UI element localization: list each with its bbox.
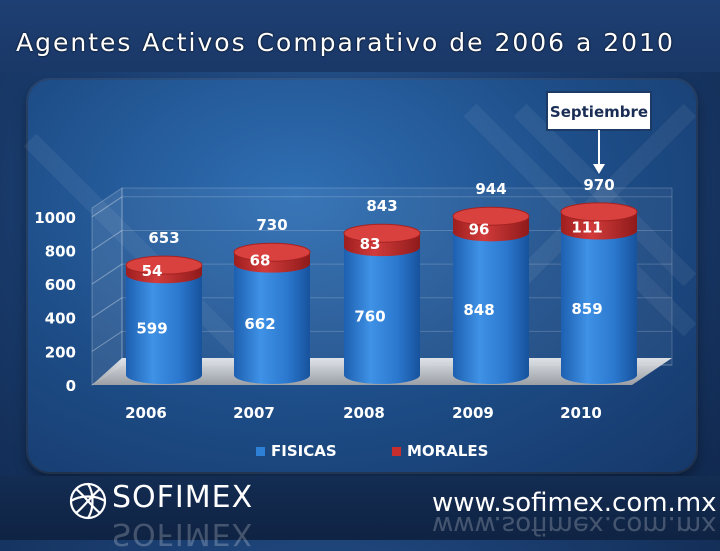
annotation-label: Septiembre [550,103,648,121]
bar-fisicas-2006 [126,274,202,384]
data-label-total-2008: 843 [366,197,397,215]
bar-top-cap-2010 [560,202,638,222]
data-label-fisicas-2006: 599 [136,320,167,338]
x-tick-label-2010: 2010 [560,404,602,422]
legend-item-fisicas: FISICAS [256,442,337,460]
legend-swatch-fisicas [256,446,265,456]
bar-top-cap-2007 [233,242,311,262]
x-tick-label-2009: 2009 [452,404,494,422]
y-tick-label: 600 [45,276,76,294]
bar-top-cap-2008 [343,223,421,243]
footer-bar [0,476,720,540]
bar-fisicas-2010 [561,230,637,384]
x-tick-label-2006: 2006 [125,404,167,422]
gridline-side [91,230,123,251]
chart-side-wall [91,187,123,386]
y-tick-label: 200 [45,343,76,361]
data-label-morales-2007: 68 [250,252,271,270]
bar-fisicas-2008 [344,247,420,384]
data-label-morales-2008: 83 [360,235,381,253]
brand-name-reflection: SOFIMEX [112,516,254,551]
gridline-side [91,196,123,218]
data-label-fisicas-2010: 859 [571,300,602,318]
legend-item-morales: MORALES [392,442,488,460]
title-bar: Agentes Activos Comparativo de 2006 a 20… [0,0,720,72]
data-label-fisicas-2008: 760 [354,307,385,325]
website-url-reflection: www.sofimex.com.mx [432,510,717,540]
gridline-side [91,297,123,319]
legend-label-fisicas: FISICAS [271,442,337,460]
y-tick-label: 0 [66,377,76,395]
data-label-total-2006: 653 [148,229,179,247]
gridline-side [91,263,123,285]
data-label-morales-2006: 54 [142,262,163,280]
website-url: www.sofimex.com.mx [432,488,717,518]
y-tick-label: 400 [45,310,76,328]
annotation-box [546,91,652,131]
data-label-total-2009: 944 [475,180,506,198]
data-label-morales-2009: 96 [469,220,490,238]
slide-title: Agentes Activos Comparativo de 2006 a 20… [16,28,675,57]
chart-legend: FISICAS MORALES [0,442,720,466]
data-label-morales-2010: 111 [571,219,602,237]
bar-top-cap-2009 [452,206,530,226]
bar-fisicas-2009 [453,232,529,384]
bar-fisicas-2007 [234,263,310,384]
gridline-side [91,330,123,352]
y-tick-label: 1000 [34,209,76,227]
legend-swatch-morales [392,446,401,456]
data-label-total-2010: 970 [583,176,614,194]
data-label-total-2007: 730 [256,216,287,234]
y-tick-label: 800 [45,242,76,260]
bar-top-cap-2006 [125,255,203,275]
annotation-arrow-head [593,164,605,174]
data-label-fisicas-2007: 662 [244,315,275,333]
legend-label-morales: MORALES [407,442,489,460]
data-label-fisicas-2009: 848 [463,301,494,319]
brand-name: SOFIMEX [112,480,254,515]
sofimex-logo-icon [69,482,107,520]
x-tick-label-2007: 2007 [233,404,275,422]
x-tick-label-2008: 2008 [343,404,385,422]
